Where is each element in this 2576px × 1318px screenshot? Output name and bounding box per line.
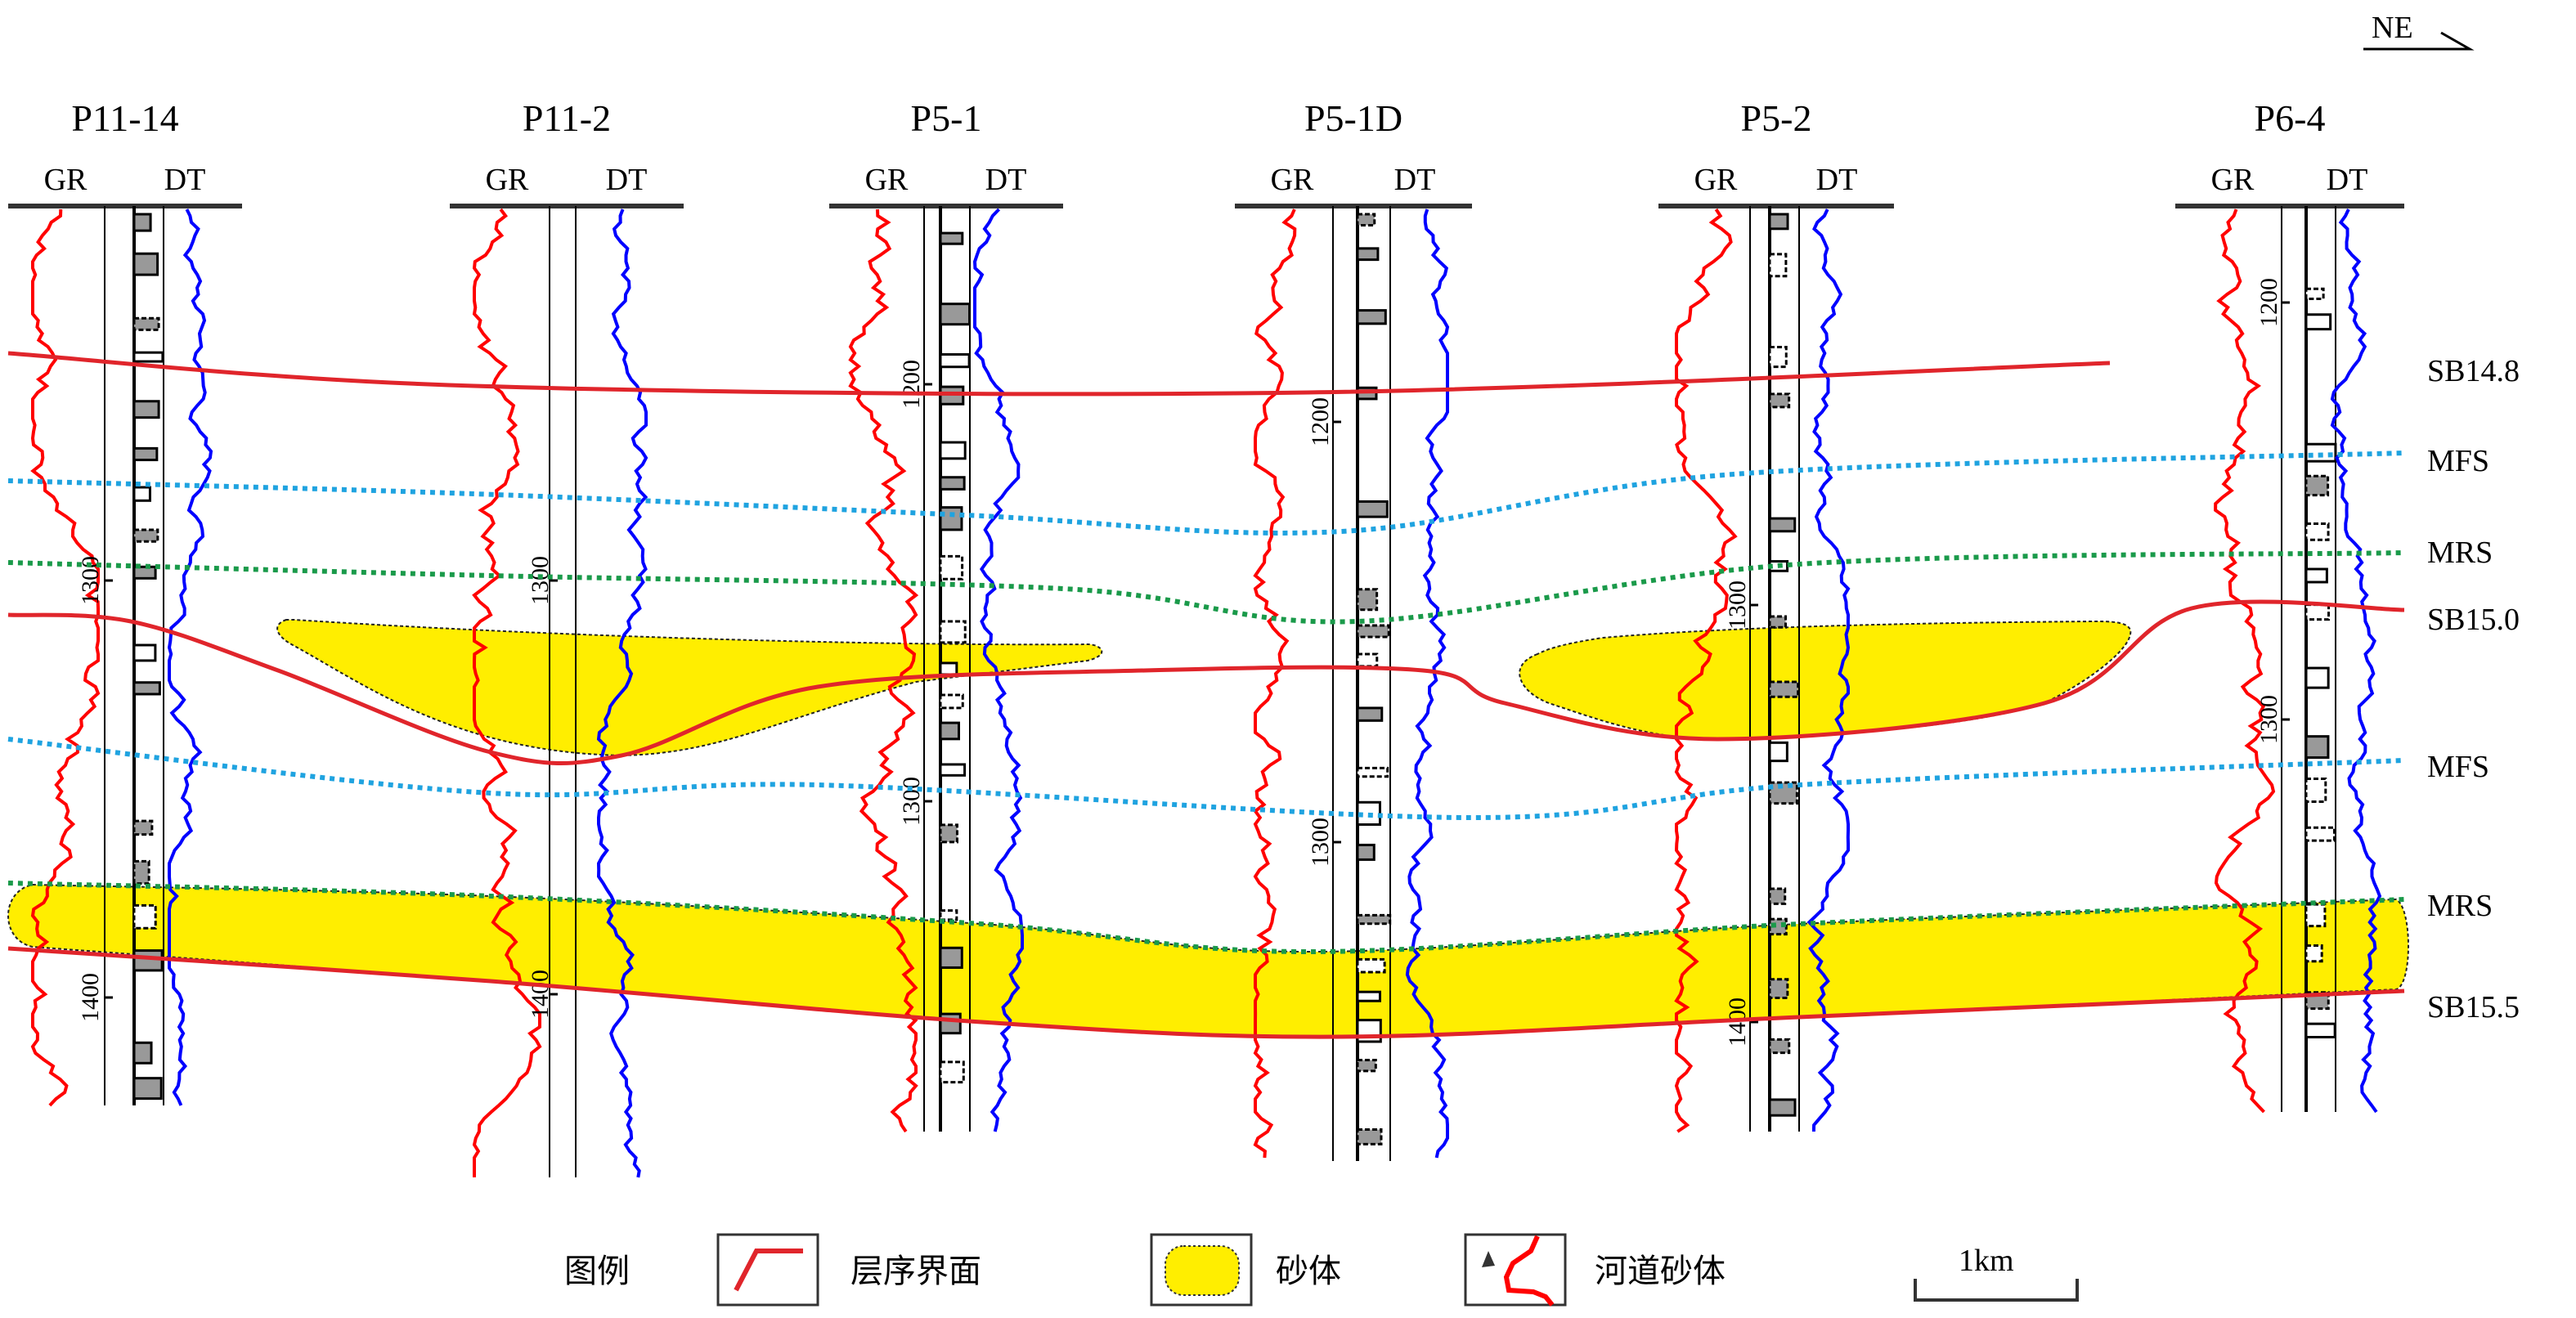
well-p5-1d: P5-1D GR DT 1200 1300: [1235, 97, 1472, 1161]
lithology-column: [939, 206, 972, 1132]
horizon-mrs: [7, 881, 2405, 955]
track-label-dt: DT: [1816, 163, 1858, 197]
legend: 图例 层序界面 砂体 河道砂体 1km: [564, 1233, 2079, 1307]
horizon-label: SB14.8: [2427, 354, 2520, 388]
sequence-boundary-icon: [716, 1233, 819, 1307]
lithology-column: [2304, 206, 2337, 1112]
channel-sand-right: [1519, 620, 2132, 741]
lithology-column: [1768, 206, 1800, 1132]
gr-curve: [848, 208, 919, 1133]
dt-curve: [1405, 208, 1450, 1159]
horizons: SB14.8 MFS MRS SB15.0 MFS MRS SB15.5: [7, 351, 2520, 1039]
depth-label: 1300: [1724, 581, 1751, 630]
track-label-dt: DT: [1394, 163, 1436, 197]
depth-label: 1200: [898, 360, 925, 409]
well-p5-1: P5-1GR DT 1200 1300: [829, 97, 1063, 1133]
lithology-column: [132, 206, 164, 1105]
gr-curve: [30, 208, 101, 1107]
channel-sand-left: [276, 619, 1103, 757]
dt-curve: [167, 208, 213, 1106]
channel-sand-icon: [1464, 1233, 1567, 1307]
horizon-mrs: [7, 550, 2405, 625]
well-name: P5-1: [911, 97, 982, 139]
horizon-sb15-0: [7, 599, 2405, 766]
depth-label: 1200: [1307, 397, 1334, 446]
track-label-gr: GR: [1694, 163, 1738, 197]
track-label-dt: DT: [164, 163, 206, 197]
track-label-dt: DT: [2327, 163, 2368, 197]
depth-label: 1400: [527, 970, 554, 1019]
depth-label: 1300: [527, 556, 554, 605]
track-label-gr: GR: [2211, 163, 2255, 197]
depth-label: 1300: [898, 777, 925, 826]
horizon-label: SB15.5: [2427, 990, 2520, 1024]
horizon-mfs: [7, 737, 2405, 821]
direction-label: NE: [2372, 11, 2413, 45]
dt-curve: [2330, 208, 2382, 1114]
horizon-label: MRS: [2427, 889, 2493, 923]
track-label-dt: DT: [985, 163, 1027, 197]
depth-label: 1400: [77, 973, 104, 1022]
legend-label-channel-sand: 河道砂体: [1595, 1253, 1726, 1290]
well-name: P6-4: [2255, 97, 2326, 139]
well-name: P11-14: [71, 97, 178, 139]
well-p11-2: P11-2 GR DT 1300 1400: [450, 97, 684, 1178]
sand-body-lower: [7, 883, 2409, 1038]
gr-curve: [1253, 208, 1297, 1159]
track-label-gr: GR: [865, 163, 909, 197]
sand-body-icon: [1150, 1233, 1253, 1307]
depth-label: 1200: [2255, 278, 2282, 327]
horizon-label: SB15.0: [2427, 603, 2520, 637]
legend-title: 图例: [564, 1253, 630, 1290]
track-label-gr: GR: [1271, 163, 1314, 197]
well-name: P5-1D: [1304, 97, 1402, 139]
well-p6-4: P6-4GR DT 1200 1300: [2175, 97, 2404, 1114]
horizon-label: MRS: [2427, 536, 2493, 570]
dt-curve: [596, 208, 648, 1178]
track-label-dt: DT: [606, 163, 648, 197]
well-name: P5-2: [1741, 97, 1812, 139]
direction-arrow-icon: [2363, 31, 2475, 51]
north-east-indicator: NE: [2363, 11, 2475, 51]
scale-bar: 1km: [1914, 1244, 2079, 1302]
depth-label: 1300: [1307, 818, 1334, 867]
lithology-column: [1356, 206, 1392, 1161]
track-label-gr: GR: [486, 163, 529, 197]
horizon-sb14-8: [7, 351, 2111, 397]
gr-curve: [472, 208, 542, 1177]
dt-curve: [972, 208, 1024, 1132]
horizon-sb15-5: [7, 946, 2405, 1039]
gr-curve: [1674, 208, 1738, 1133]
legend-label-sequence-boundary: 层序界面: [850, 1253, 981, 1290]
dt-curve: [1806, 208, 1851, 1132]
well-name: P11-2: [523, 97, 611, 139]
track-label-gr: GR: [44, 163, 88, 197]
gr-curve: [2214, 208, 2276, 1114]
horizon-label: MFS: [2427, 444, 2489, 478]
horizon-label: MFS: [2427, 750, 2489, 784]
legend-label-sand-body: 砂体: [1276, 1253, 1341, 1290]
scale-label: 1km: [1959, 1244, 2014, 1278]
horizon-mfs: [7, 451, 2405, 536]
depth-label: 1300: [2255, 695, 2282, 744]
